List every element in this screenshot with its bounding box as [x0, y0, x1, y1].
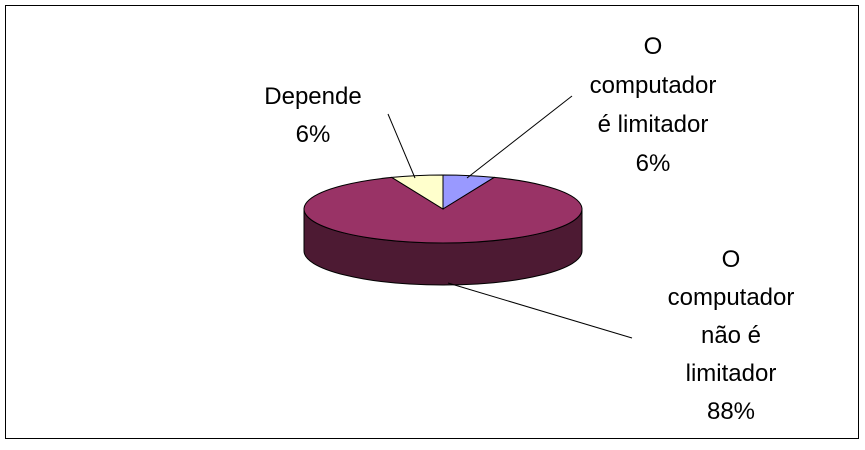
- data-label-line: limitador: [686, 360, 777, 387]
- data-label-line: computador: [668, 284, 795, 311]
- data-label-percent: 88%: [707, 398, 755, 425]
- data-label-percent: 6%: [296, 121, 331, 148]
- data-label-line: é limitador: [598, 111, 709, 138]
- data-label-line: O: [644, 33, 663, 60]
- data-label-2: Depende 6%: [264, 83, 361, 148]
- leader-line-2: [387, 113, 416, 179]
- leader-lines: [387, 95, 633, 339]
- leader-line-0: [466, 95, 573, 179]
- pie-slice-1: [303, 176, 583, 244]
- data-label-line: O: [722, 246, 741, 273]
- pie-tops: [303, 174, 583, 244]
- leader-line-1: [447, 282, 633, 339]
- data-label-percent: 6%: [636, 150, 671, 177]
- data-label-line: não é: [701, 322, 761, 349]
- data-label-line: Depende: [264, 83, 361, 110]
- data-label-line: computador: [590, 72, 717, 99]
- pie-slice-2: [390, 174, 444, 210]
